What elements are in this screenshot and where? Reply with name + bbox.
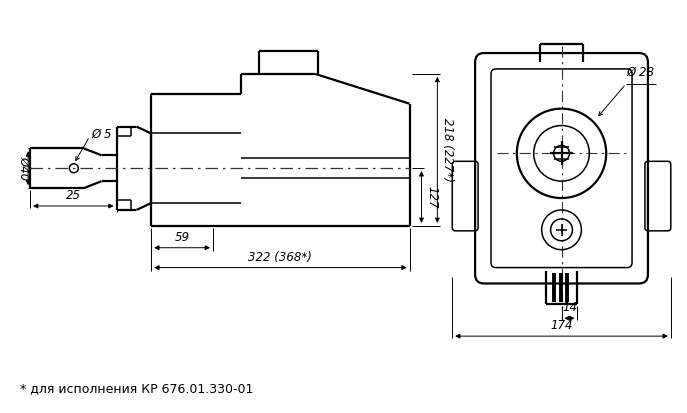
Text: * для исполнения КР 676.01.330-01: * для исполнения КР 676.01.330-01: [20, 382, 254, 395]
Text: Ø 28: Ø 28: [626, 66, 654, 79]
Text: Ø40: Ø40: [18, 156, 31, 180]
Text: 218 (227*): 218 (227*): [441, 118, 454, 182]
Text: 25: 25: [66, 189, 81, 202]
Text: 322 (368*): 322 (368*): [249, 251, 313, 263]
Text: 59: 59: [174, 231, 190, 244]
Text: 14: 14: [562, 301, 577, 314]
Text: 127: 127: [425, 186, 438, 208]
Text: 174: 174: [550, 319, 573, 332]
Text: Ø 5: Ø 5: [91, 128, 112, 141]
